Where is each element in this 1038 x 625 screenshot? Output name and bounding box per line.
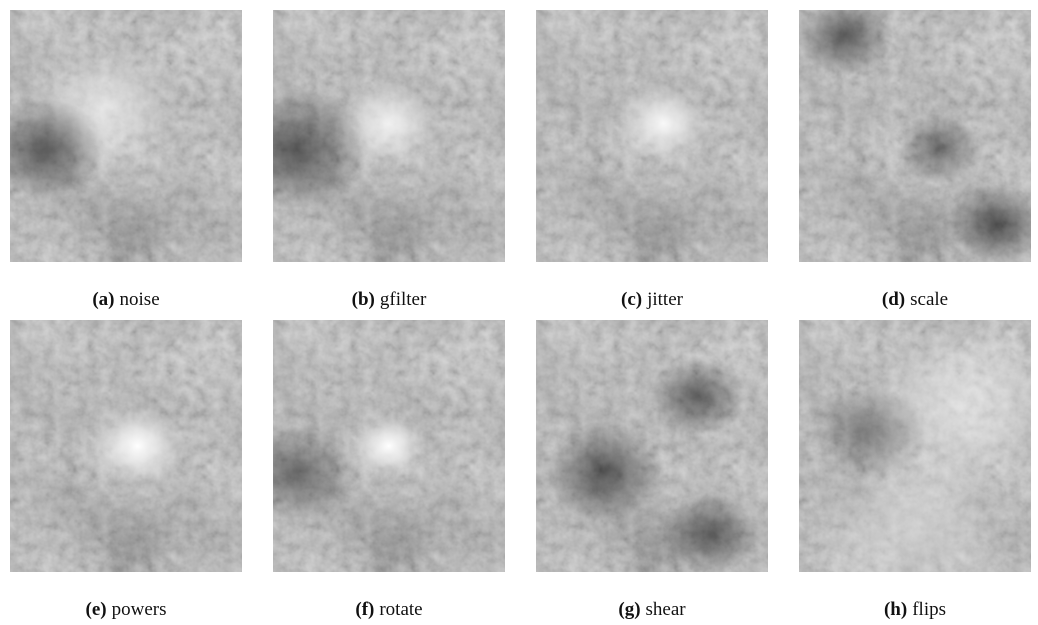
caption: (c)jitter (536, 289, 768, 311)
panel-label: (a) (92, 289, 114, 310)
caption-text: gfilter (380, 289, 426, 310)
figure: (() => { const data = JSON.parse(documen… (0, 0, 1038, 625)
image-panel (799, 320, 1031, 572)
image-layer (90, 406, 186, 486)
image-panel (273, 320, 505, 572)
panel-label: (g) (618, 599, 640, 620)
caption: (f) rotate (273, 599, 505, 621)
image-panel (10, 10, 242, 262)
caption-text: shear (646, 599, 686, 620)
image-layer (546, 421, 666, 521)
caption-text: noise (120, 289, 160, 310)
caption: (g) shear (536, 599, 768, 621)
image-layer (896, 114, 980, 184)
panel-label: (c) (621, 289, 642, 310)
image-layer (650, 356, 746, 436)
texture-image (273, 320, 505, 572)
caption-text: scale (910, 289, 948, 310)
image-layer (616, 83, 712, 163)
caption: (a) noise (10, 289, 242, 311)
panel-label: (f) (355, 599, 374, 620)
caption: (e)powers (10, 599, 242, 621)
texture-image (273, 10, 505, 262)
caption-text: powers (112, 599, 167, 620)
caption-text: flips (912, 599, 946, 620)
panel-label: (d) (882, 289, 905, 310)
texture-image (10, 320, 242, 572)
caption-text: rotate (379, 599, 422, 620)
image-panel (536, 320, 768, 572)
caption: (d)scale (799, 289, 1031, 311)
panel-label: (e) (86, 599, 107, 620)
texture-image (10, 10, 242, 262)
image-panel (799, 10, 1031, 262)
texture-image (536, 10, 768, 262)
texture-image (799, 10, 1031, 262)
caption-text: jitter (647, 289, 683, 310)
panel-label: (b) (352, 289, 375, 310)
image-panel (536, 10, 768, 262)
image-panel (273, 10, 505, 262)
image-layer (662, 494, 758, 572)
image-layer (351, 414, 428, 478)
image-layer (809, 383, 929, 483)
texture-image (536, 320, 768, 572)
panel-label: (h) (884, 599, 907, 620)
image-panel (10, 320, 242, 572)
texture-image (799, 320, 1031, 572)
caption: (h)flips (799, 599, 1031, 621)
caption: (b)gfilter (273, 289, 505, 311)
